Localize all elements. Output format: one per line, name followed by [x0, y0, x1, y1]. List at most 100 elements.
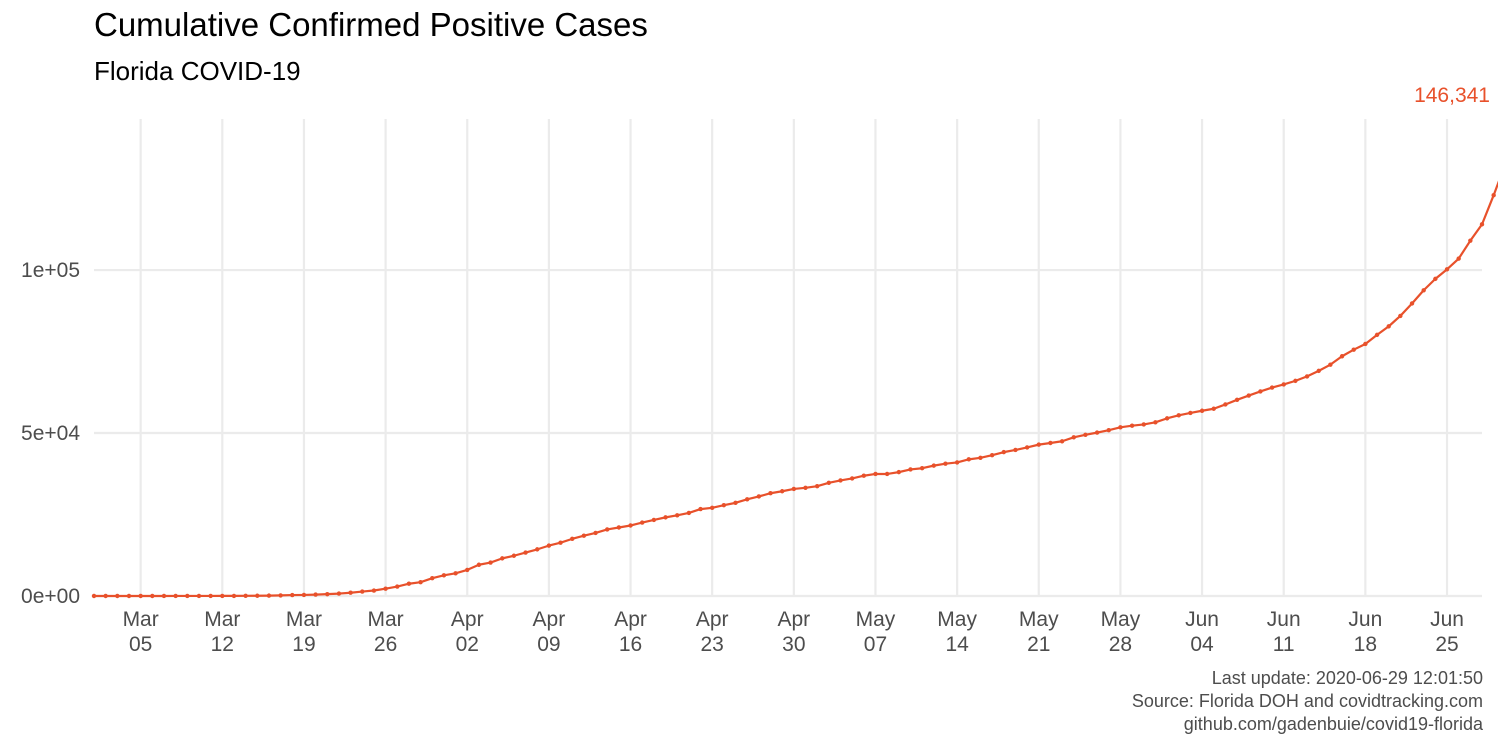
x-tick-label-month: Mar: [368, 608, 404, 631]
data-point: [1339, 354, 1345, 359]
data-point: [1094, 430, 1100, 435]
data-point: [1398, 313, 1403, 319]
end-value-label: 146,341: [1414, 84, 1490, 107]
data-point: [1129, 423, 1135, 428]
gridlines: [94, 119, 1482, 598]
data-point: [231, 593, 237, 599]
data-point: [733, 500, 738, 506]
data-point: [838, 478, 843, 483]
data-point: [1293, 378, 1298, 384]
x-tick-label-month: Apr: [696, 608, 729, 631]
data-point: [523, 550, 528, 555]
data-point: [406, 581, 412, 586]
data-point: [348, 590, 353, 595]
x-tick-label-day: 05: [129, 633, 152, 656]
x-tick-label-month: Mar: [204, 608, 240, 631]
data-point: [978, 455, 983, 460]
data-point: [1304, 374, 1310, 379]
data-point: [1269, 385, 1275, 390]
x-tick-label-month: Mar: [123, 608, 159, 631]
data-point: [1106, 428, 1111, 433]
y-axis: 0e+00 5e+04 1e+05: [21, 259, 80, 608]
x-tick-label-month: Apr: [533, 608, 566, 631]
data-point: [1363, 341, 1368, 347]
data-point: [255, 593, 260, 598]
data-point: [698, 506, 703, 512]
y-tick-label: 1e+05: [21, 259, 80, 282]
data-point: [989, 452, 995, 458]
data-point: [278, 593, 283, 598]
data-point: [943, 461, 948, 466]
data-point: [1246, 393, 1251, 398]
data-point: [744, 497, 750, 502]
data-point: [418, 579, 423, 585]
data-point: [430, 575, 435, 581]
data-point: [896, 469, 902, 475]
data-point: [1351, 347, 1356, 352]
x-tick-label-day: 16: [619, 633, 642, 656]
data-point: [640, 520, 645, 525]
data-point: [383, 586, 388, 591]
x-tick-label-month: Apr: [451, 608, 484, 631]
x-tick-label-month: May: [937, 608, 977, 631]
data-point: [1316, 368, 1321, 374]
x-axis: Mar05Mar12Mar19Mar26Apr02Apr09Apr16Apr23…: [123, 608, 1464, 656]
data-point: [966, 457, 971, 462]
data-point: [756, 494, 762, 499]
x-tick-label-month: May: [1101, 608, 1141, 631]
data-point: [1059, 439, 1065, 444]
data-point: [1199, 408, 1205, 413]
series: [91, 180, 1498, 599]
caption: Last update: 2020-06-29 12:01:50 Source:…: [1132, 667, 1483, 736]
data-point: [709, 505, 715, 510]
annotations: 146,341: [1414, 84, 1490, 107]
data-point: [826, 480, 832, 485]
data-point: [1409, 301, 1415, 306]
data-point: [138, 593, 143, 599]
data-point: [1153, 420, 1158, 425]
x-tick-label-day: 12: [211, 633, 234, 656]
data-point: [243, 593, 248, 599]
x-tick-label-day: 02: [456, 633, 479, 656]
data-point: [301, 592, 307, 598]
data-point: [488, 560, 493, 565]
data-point: [1421, 288, 1426, 293]
x-tick-label-day: 21: [1027, 633, 1050, 656]
data-point: [1444, 267, 1450, 272]
x-tick-label-day: 25: [1435, 633, 1458, 656]
data-point: [1071, 435, 1076, 440]
data-point: [1328, 362, 1333, 367]
x-tick-label-day: 18: [1354, 633, 1377, 656]
caption-repo: github.com/gadenbuie/covid19-florida: [1183, 714, 1483, 734]
caption-last-update: Last update: 2020-06-29 12:01:50: [1211, 668, 1483, 688]
y-tick-label: 0e+00: [21, 585, 80, 608]
data-point: [1164, 416, 1170, 421]
x-tick-label-month: Apr: [777, 608, 810, 631]
data-point: [1479, 222, 1485, 227]
data-point: [395, 584, 400, 589]
data-point: [336, 591, 342, 596]
data-point: [1258, 389, 1263, 394]
data-point: [103, 593, 108, 599]
data-point: [651, 517, 657, 523]
data-point: [570, 536, 575, 542]
x-tick-label-month: Apr: [614, 608, 647, 631]
data-point: [628, 523, 633, 528]
y-tick-label: 5e+04: [21, 422, 80, 445]
data-point: [1036, 442, 1041, 447]
chart-subtitle: Florida COVID-19: [94, 56, 301, 86]
data-point: [908, 467, 913, 472]
data-point: [884, 471, 890, 477]
data-point: [558, 540, 563, 545]
x-tick-label-month: Jun: [1430, 608, 1464, 631]
data-point: [1013, 447, 1018, 453]
data-point: [371, 588, 377, 593]
x-tick-label-month: Jun: [1267, 608, 1301, 631]
data-point: [663, 515, 668, 520]
data-point: [581, 533, 587, 538]
data-point: [1234, 397, 1240, 403]
data-point: [686, 510, 692, 516]
data-point: [931, 463, 936, 468]
x-tick-label-month: Jun: [1348, 608, 1382, 631]
data-point: [511, 553, 517, 558]
